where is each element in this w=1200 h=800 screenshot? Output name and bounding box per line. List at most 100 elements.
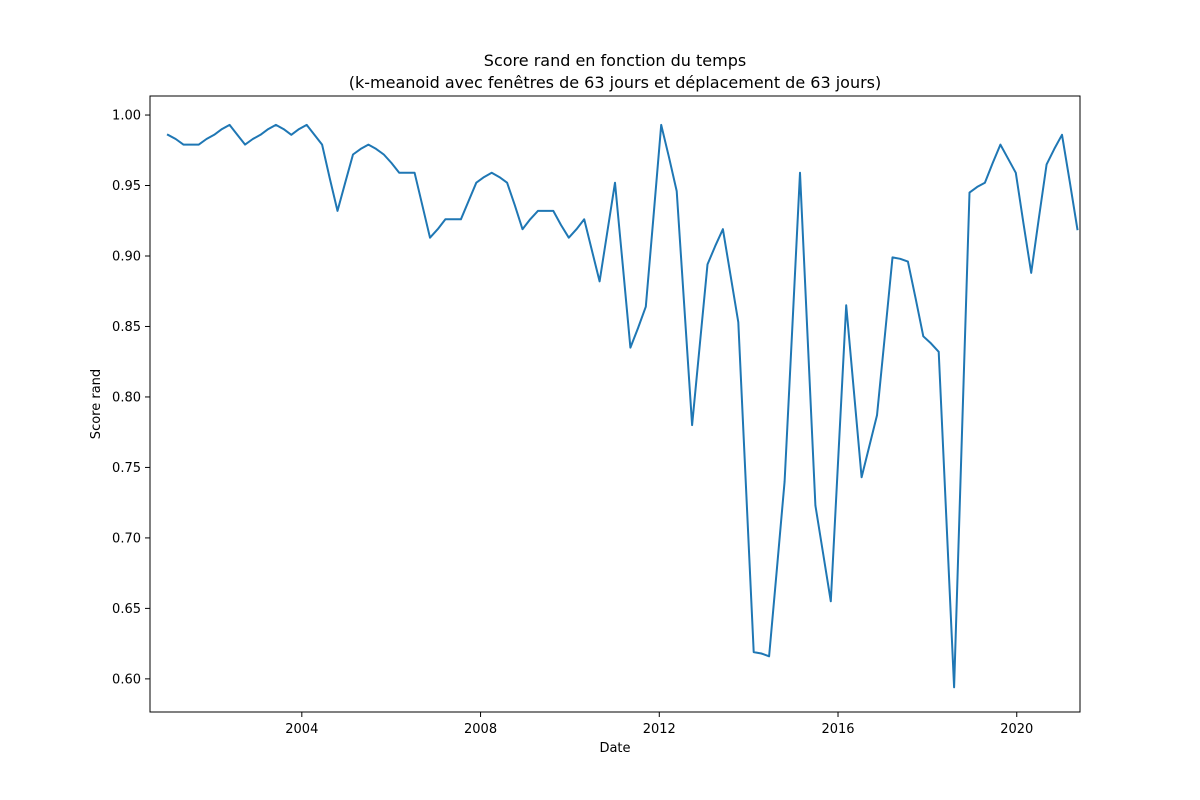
data-point: [1076, 228, 1078, 230]
data-point: [822, 552, 824, 555]
data-point: [1007, 158, 1009, 160]
data-point: [483, 176, 485, 178]
data-point: [568, 237, 570, 239]
data-point: [984, 182, 986, 184]
data-point: [1046, 163, 1048, 165]
data-point: [1053, 148, 1055, 150]
plot-frame: [149, 95, 1081, 713]
y-tick-label: 0.65: [112, 602, 141, 617]
data-point: [614, 182, 616, 184]
data-point: [545, 210, 547, 212]
data-point: [915, 297, 917, 299]
data-point: [236, 134, 238, 136]
data-point: [336, 210, 339, 212]
chart-subtitle: (k-meanoid avec fenêtres de 63 jours et …: [349, 73, 882, 92]
data-point: [737, 321, 739, 323]
data-point: [999, 144, 1002, 146]
data-point: [437, 228, 439, 230]
data-point: [182, 144, 184, 146]
data-point: [668, 156, 670, 158]
data-point: [491, 172, 493, 174]
data-point: [460, 218, 462, 220]
data-point: [599, 280, 601, 282]
x-tick-label: 2004: [285, 722, 318, 737]
data-point: [784, 480, 786, 483]
data-point: [329, 177, 331, 180]
data-point: [529, 218, 531, 220]
y-axis-label: Score rand: [89, 369, 104, 439]
data-point: [267, 128, 269, 130]
data-point: [837, 452, 840, 454]
data-point: [791, 327, 793, 329]
data-point: [730, 275, 732, 277]
data-point: [814, 504, 817, 507]
data-point: [691, 424, 693, 426]
plot-area: [150, 96, 1080, 712]
data-point: [722, 228, 724, 230]
y-axis-ticks: 0.60 0.65 0.70 0.75 0.80 0.85 0.90 0.95 1.00: [112, 109, 150, 687]
data-point: [930, 342, 932, 344]
data-point: [498, 176, 500, 178]
x-tick-label: 2020: [1000, 722, 1033, 737]
data-point: [383, 153, 385, 156]
y-tick-label: 0.90: [112, 249, 141, 264]
data-point: [575, 228, 578, 230]
data-point: [876, 414, 878, 416]
data-point: [1061, 134, 1063, 136]
data-point: [660, 124, 662, 126]
series-points: [167, 124, 1078, 688]
data-point: [645, 306, 647, 308]
data-point: [313, 134, 315, 136]
data-point: [591, 249, 593, 251]
data-point: [884, 335, 886, 337]
data-point: [907, 261, 909, 263]
data-point: [899, 258, 901, 260]
data-point: [560, 224, 562, 226]
y-tick-label: 0.85: [112, 320, 141, 335]
data-point: [861, 476, 863, 478]
x-tick-label: 2012: [643, 722, 676, 737]
data-point: [760, 652, 763, 655]
data-point: [1015, 172, 1017, 174]
data-point: [683, 307, 686, 309]
data-point: [452, 218, 454, 220]
data-point: [706, 263, 709, 265]
data-point: [514, 204, 516, 206]
data-point: [298, 128, 300, 130]
data-point: [521, 228, 524, 230]
data-point: [992, 162, 994, 164]
data-point: [352, 153, 354, 156]
data-point: [537, 210, 539, 212]
x-tick-label: 2016: [821, 722, 854, 737]
data-point: [375, 148, 377, 150]
data-point: [1038, 217, 1040, 219]
data-point: [398, 172, 400, 174]
data-point: [213, 134, 215, 136]
data-point: [306, 124, 308, 126]
data-point: [845, 304, 847, 306]
data-point: [506, 182, 508, 184]
data-point: [938, 351, 940, 353]
data-point: [414, 172, 416, 174]
data-point: [1030, 272, 1032, 274]
data-point: [360, 148, 362, 150]
data-point: [190, 144, 192, 146]
data-point: [1022, 223, 1025, 225]
data-point: [830, 600, 832, 602]
data-point: [552, 210, 554, 212]
data-point: [175, 138, 177, 140]
y-tick-label: 0.95: [112, 179, 141, 194]
data-point: [699, 344, 701, 346]
data-point: [714, 245, 716, 247]
chart-title: Score rand en fonction du temps: [484, 51, 746, 70]
y-tick-label: 0.70: [112, 531, 141, 546]
y-tick-label: 0.60: [112, 672, 141, 687]
data-point: [922, 335, 924, 337]
x-axis-ticks: 2004 2008 2012 2016 2020: [285, 712, 1033, 737]
data-point: [953, 686, 955, 688]
data-point: [891, 256, 894, 258]
y-tick-label: 1.00: [112, 109, 141, 124]
data-point: [606, 231, 608, 233]
data-point: [167, 134, 169, 136]
